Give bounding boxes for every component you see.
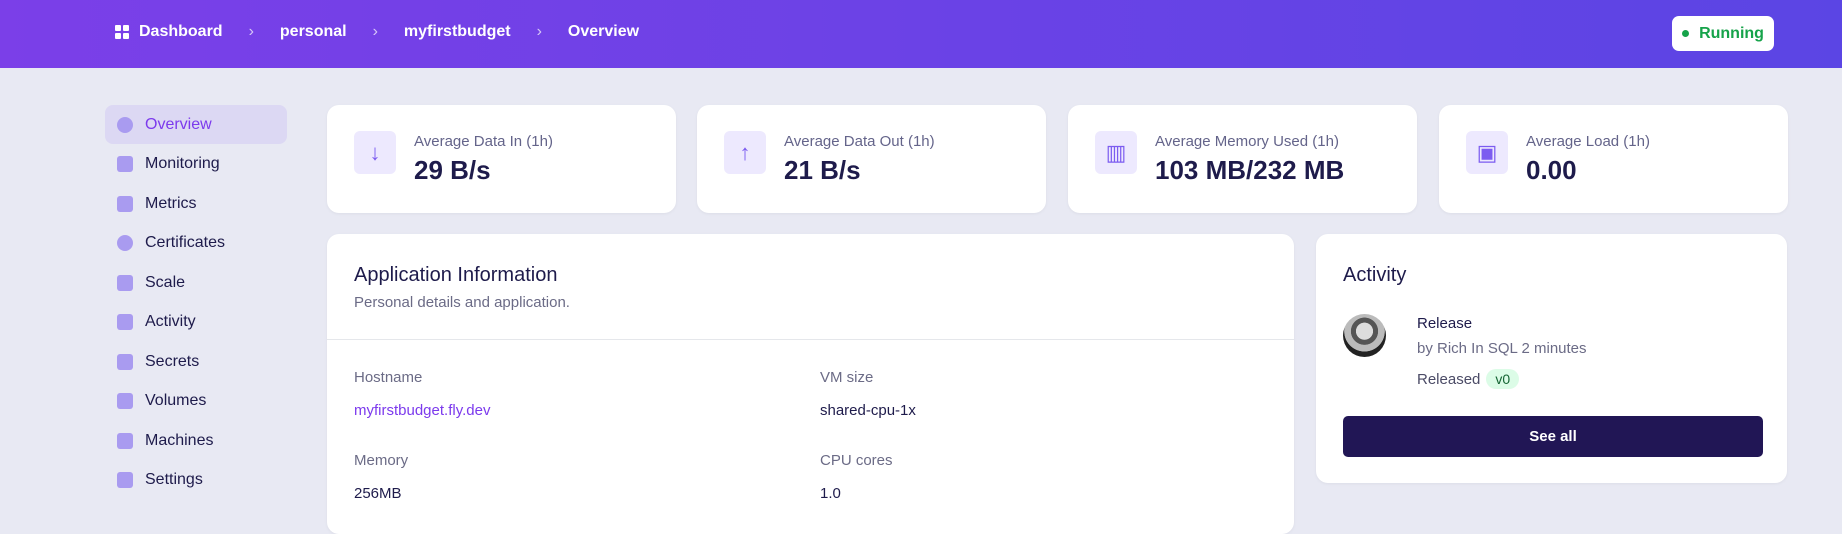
dashboard-grid-icon xyxy=(115,25,129,39)
stat-value: 103 MB/232 MB xyxy=(1155,155,1345,185)
toggles-icon xyxy=(117,472,133,488)
hostname-link[interactable]: myfirstbudget.fly.dev xyxy=(354,402,491,419)
activity-status-text: Released xyxy=(1417,370,1481,388)
stat-card-data-in: ↓ Average Data In (1h) 29 B/s xyxy=(327,105,676,213)
sidebar-item-activity[interactable]: Activity xyxy=(105,303,287,342)
field-vm-size: VM size shared-cpu-1x xyxy=(820,369,916,419)
sidebar-item-metrics[interactable]: Metrics xyxy=(105,184,287,223)
chevron-right-icon: › xyxy=(248,23,254,40)
breadcrumb-current: Overview xyxy=(567,23,640,40)
activity-card: Activity Release by Rich In SQL 2 minute… xyxy=(1316,234,1787,483)
sidebar-item-label: Monitoring xyxy=(145,155,220,172)
sidebar-item-label: Overview xyxy=(145,115,212,133)
sidebar-item-machines[interactable]: Machines xyxy=(105,421,287,460)
sidebar-item-label: Secrets xyxy=(145,352,200,370)
sidebar-item-label: Metrics xyxy=(145,194,197,212)
activity-icon xyxy=(117,314,133,330)
version-badge: v0 xyxy=(1486,369,1520,389)
application-information-card: Application Information Personal details… xyxy=(327,234,1294,534)
scale-icon xyxy=(117,274,133,291)
chevron-right-icon: › xyxy=(536,23,542,40)
pie-chart-icon xyxy=(117,116,133,133)
card-title: Application Information xyxy=(354,264,558,286)
see-all-button[interactable]: See all xyxy=(1343,416,1763,457)
divider xyxy=(327,339,1294,340)
field-value: 256MB xyxy=(354,485,402,502)
bar-chart-icon xyxy=(117,195,133,212)
lock-icon xyxy=(117,353,133,370)
stat-value: 21 B/s xyxy=(784,155,861,185)
breadcrumb-app[interactable]: myfirstbudget xyxy=(403,23,511,40)
stat-card-load: ▣ Average Load (1h) 0.00 xyxy=(1439,105,1788,213)
stat-label: Average Data In (1h) xyxy=(414,133,553,150)
status-text: Running xyxy=(1699,24,1764,42)
sidebar-item-scale[interactable]: Scale xyxy=(105,263,287,302)
top-header: Dashboard › personal › myfirstbudget › O… xyxy=(0,0,1842,68)
cpu-icon: ▣ xyxy=(1466,131,1508,174)
sidebar-item-label: Activity xyxy=(145,313,196,330)
breadcrumb-personal[interactable]: personal xyxy=(279,23,347,40)
field-label: VM size xyxy=(820,369,874,386)
field-label: Hostname xyxy=(354,369,423,386)
activity-status: Released v0 xyxy=(1417,369,1520,389)
stat-card-memory: ▥ Average Memory Used (1h) 103 MB/232 MB xyxy=(1068,105,1417,213)
monitor-icon xyxy=(117,156,133,172)
chevron-right-icon: › xyxy=(372,23,378,40)
sidebar-item-overview[interactable]: Overview xyxy=(105,105,287,144)
breadcrumb-dashboard[interactable]: Dashboard xyxy=(139,23,223,40)
field-hostname: Hostname myfirstbudget.fly.dev xyxy=(354,369,490,419)
stat-value: 29 B/s xyxy=(414,155,491,185)
sidebar-item-label: Scale xyxy=(145,273,186,291)
field-memory: Memory 256MB xyxy=(354,452,408,502)
status-dot-icon xyxy=(1682,30,1690,37)
card-title: Activity xyxy=(1343,264,1407,286)
sidebar-item-volumes[interactable]: Volumes xyxy=(105,382,287,421)
avatar xyxy=(1343,314,1386,357)
stat-label: Average Load (1h) xyxy=(1526,133,1650,150)
chip-icon xyxy=(117,432,133,449)
badge-check-icon xyxy=(117,235,133,251)
stat-card-data-out: ↑ Average Data Out (1h) 21 B/s xyxy=(697,105,1046,213)
sidebar-item-certificates[interactable]: Certificates xyxy=(105,224,287,263)
breadcrumb: Dashboard › personal › myfirstbudget › O… xyxy=(115,23,639,41)
sidebar: Overview Monitoring Metrics Certificates… xyxy=(105,105,287,500)
sidebar-item-label: Volumes xyxy=(145,392,207,409)
field-label: CPU cores xyxy=(820,452,893,469)
stat-label: Average Memory Used (1h) xyxy=(1155,133,1339,150)
field-label: Memory xyxy=(354,452,409,469)
field-cpu-cores: CPU cores 1.0 xyxy=(820,452,893,502)
sidebar-item-label: Certificates xyxy=(145,234,226,251)
activity-title: Release xyxy=(1417,315,1473,332)
sidebar-item-secrets[interactable]: Secrets xyxy=(105,342,287,381)
arrow-down-icon: ↓ xyxy=(354,131,396,174)
field-value: shared-cpu-1x xyxy=(820,402,916,419)
memory-icon: ▥ xyxy=(1095,131,1137,174)
status-badge: Running xyxy=(1672,16,1774,51)
sidebar-item-label: Machines xyxy=(145,431,214,449)
activity-meta: by Rich In SQL 2 minutes xyxy=(1417,340,1587,357)
archive-icon xyxy=(117,393,133,409)
stat-label: Average Data Out (1h) xyxy=(784,133,935,150)
field-value: 1.0 xyxy=(820,485,841,502)
sidebar-item-label: Settings xyxy=(145,471,203,488)
arrow-up-icon: ↑ xyxy=(724,131,766,174)
sidebar-item-settings[interactable]: Settings xyxy=(105,461,287,500)
sidebar-item-monitoring[interactable]: Monitoring xyxy=(105,145,287,184)
stat-value: 0.00 xyxy=(1526,155,1577,185)
card-subtitle: Personal details and application. xyxy=(354,294,570,311)
